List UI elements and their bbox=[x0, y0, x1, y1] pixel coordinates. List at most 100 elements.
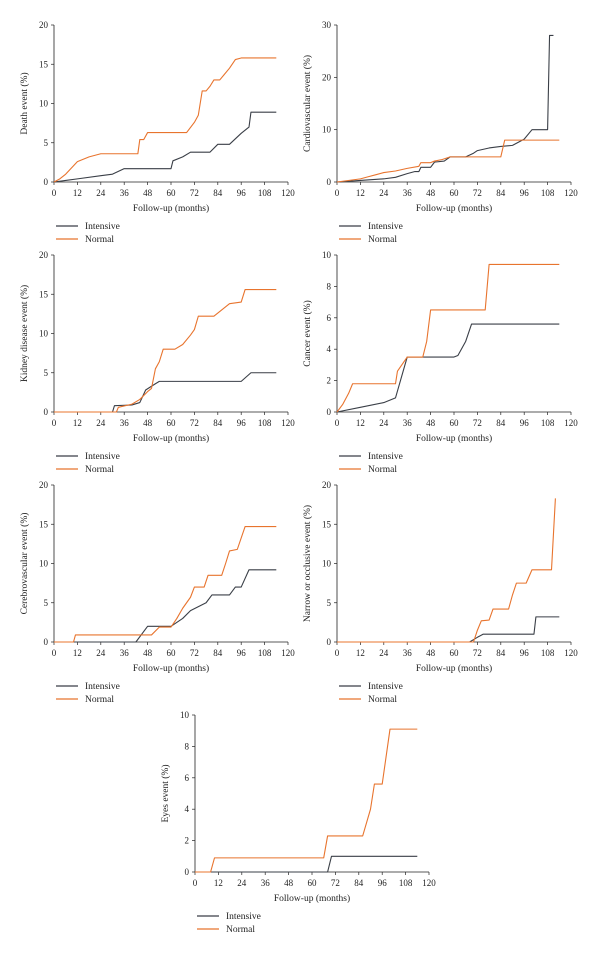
x-tick-label: 84 bbox=[213, 648, 223, 658]
x-tick-label: 60 bbox=[167, 648, 177, 658]
series-line-normal bbox=[337, 498, 556, 643]
legend-label-normal: Normal bbox=[226, 925, 255, 935]
x-tick-label: 24 bbox=[379, 418, 389, 428]
x-tick-label: 60 bbox=[308, 878, 318, 888]
x-tick-label: 96 bbox=[237, 418, 247, 428]
y-tick-label: 20 bbox=[39, 480, 49, 490]
y-axis-label: Eyes event (%) bbox=[160, 764, 171, 822]
x-tick-label: 24 bbox=[96, 648, 106, 658]
x-tick-label: 0 bbox=[335, 418, 340, 428]
x-tick-label: 108 bbox=[399, 878, 413, 888]
legend-label-intensive: Intensive bbox=[85, 222, 120, 232]
legend-label-intensive: Intensive bbox=[226, 912, 261, 922]
series-line-intensive bbox=[54, 569, 277, 643]
x-tick-label: 0 bbox=[52, 418, 57, 428]
x-tick-label: 0 bbox=[193, 878, 198, 888]
y-tick-label: 8 bbox=[185, 741, 190, 751]
legend-label-normal: Normal bbox=[85, 695, 114, 705]
x-tick-label: 84 bbox=[496, 418, 506, 428]
x-tick-label: 120 bbox=[564, 648, 578, 658]
x-tick-label: 36 bbox=[120, 418, 130, 428]
y-axis-label: Kidney disease event (%) bbox=[19, 285, 30, 382]
x-tick-label: 24 bbox=[379, 188, 389, 198]
x-tick-label: 120 bbox=[564, 188, 578, 198]
chart-panel-3: 0 12 24 36 48 60 72 84 96 108 120 0 5 10 15 20 Follow-up… bbox=[19, 250, 295, 475]
y-tick-label: 0 bbox=[44, 407, 49, 417]
x-tick-label: 12 bbox=[356, 188, 365, 198]
series-line-normal bbox=[336, 139, 560, 183]
x-tick-label: 72 bbox=[473, 188, 482, 198]
x-tick-label: 120 bbox=[422, 878, 436, 888]
x-tick-label: 84 bbox=[496, 188, 506, 198]
y-tick-label: 20 bbox=[39, 250, 49, 260]
x-tick-label: 48 bbox=[426, 418, 436, 428]
x-axis-label: Follow-up (months) bbox=[133, 433, 209, 444]
y-tick-label: 5 bbox=[327, 598, 332, 608]
x-tick-label: 24 bbox=[237, 878, 247, 888]
y-tick-label: 4 bbox=[185, 804, 190, 814]
y-tick-label: 10 bbox=[180, 710, 190, 720]
x-tick-label: 96 bbox=[520, 418, 530, 428]
series-line-intensive bbox=[54, 372, 277, 413]
x-tick-label: 84 bbox=[213, 188, 223, 198]
series-line-intensive bbox=[336, 323, 560, 413]
x-tick-label: 108 bbox=[541, 418, 555, 428]
series-line-normal bbox=[54, 288, 277, 413]
y-tick-label: 2 bbox=[327, 376, 332, 386]
x-tick-label: 0 bbox=[52, 188, 57, 198]
y-tick-label: 6 bbox=[327, 313, 332, 323]
x-tick-label: 12 bbox=[356, 418, 365, 428]
legend-label-intensive: Intensive bbox=[85, 452, 120, 462]
series-line-normal bbox=[53, 57, 277, 183]
y-tick-label: 0 bbox=[185, 867, 190, 877]
x-tick-label: 48 bbox=[143, 648, 153, 658]
chart-panel-6: 0 12 24 36 48 60 72 84 96 108 120 0 5 10 15 20 Follow-up… bbox=[302, 480, 578, 705]
y-tick-label: 6 bbox=[185, 773, 190, 783]
x-tick-label: 36 bbox=[403, 648, 413, 658]
x-axis-label: Follow-up (months) bbox=[416, 203, 492, 214]
y-tick-label: 15 bbox=[39, 59, 49, 69]
x-tick-label: 60 bbox=[167, 188, 177, 198]
x-axis-label: Follow-up (months) bbox=[416, 663, 492, 674]
legend-label-normal: Normal bbox=[368, 235, 397, 245]
x-tick-label: 120 bbox=[564, 418, 578, 428]
y-tick-label: 2 bbox=[185, 836, 190, 846]
x-tick-label: 96 bbox=[378, 878, 388, 888]
y-tick-label: 4 bbox=[327, 344, 332, 354]
x-axis-label: Follow-up (months) bbox=[133, 203, 209, 214]
x-tick-label: 48 bbox=[143, 418, 153, 428]
x-tick-label: 24 bbox=[96, 188, 106, 198]
chart-panel-1: 0 12 24 36 48 60 72 84 96 108 120 0 5 10 15 20 Follow-up… bbox=[19, 20, 295, 245]
x-tick-label: 60 bbox=[450, 418, 460, 428]
series-line-normal bbox=[336, 263, 560, 413]
y-tick-label: 10 bbox=[322, 125, 332, 135]
x-axis-label: Follow-up (months) bbox=[416, 433, 492, 444]
y-axis-label: Narrow or occlusive event (%) bbox=[302, 505, 313, 622]
x-tick-label: 84 bbox=[496, 648, 506, 658]
y-tick-label: 0 bbox=[327, 177, 332, 187]
y-tick-label: 0 bbox=[44, 637, 49, 647]
y-tick-label: 15 bbox=[39, 519, 49, 529]
y-tick-label: 15 bbox=[322, 519, 332, 529]
series-line-normal bbox=[54, 526, 277, 643]
y-tick-label: 0 bbox=[44, 177, 49, 187]
x-tick-label: 12 bbox=[73, 418, 82, 428]
y-axis-label: Cancer event (%) bbox=[302, 300, 313, 366]
x-tick-label: 108 bbox=[541, 188, 555, 198]
y-tick-label: 0 bbox=[327, 637, 332, 647]
x-tick-label: 0 bbox=[335, 648, 340, 658]
y-tick-label: 20 bbox=[322, 480, 332, 490]
y-tick-label: 0 bbox=[327, 407, 332, 417]
legend-label-normal: Normal bbox=[85, 235, 114, 245]
chart-panel-2: 0 12 24 36 48 60 72 84 96 108 120 0 10 20 30 Follow-up … bbox=[302, 20, 578, 245]
x-tick-label: 72 bbox=[473, 648, 482, 658]
x-tick-label: 60 bbox=[167, 418, 177, 428]
x-tick-label: 24 bbox=[379, 648, 389, 658]
x-tick-label: 96 bbox=[520, 648, 530, 658]
x-tick-label: 60 bbox=[450, 188, 460, 198]
x-tick-label: 36 bbox=[261, 878, 271, 888]
x-tick-label: 36 bbox=[120, 648, 130, 658]
x-tick-label: 48 bbox=[143, 188, 153, 198]
legend-label-normal: Normal bbox=[85, 465, 114, 475]
chart-panel-5: 0 12 24 36 48 60 72 84 96 108 120 0 5 10 15 20 Follow-up… bbox=[19, 480, 295, 705]
